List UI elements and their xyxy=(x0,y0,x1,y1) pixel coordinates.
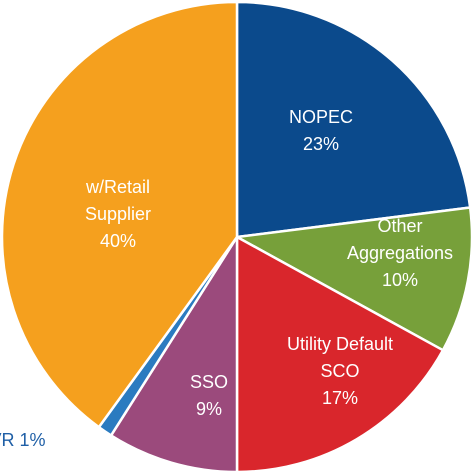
slice-value-label: 1% xyxy=(19,430,45,450)
pie-slice xyxy=(235,234,445,474)
pie-slice xyxy=(0,0,239,429)
slice-value-label: 23% xyxy=(303,134,339,154)
slice-category: SSO xyxy=(190,372,228,392)
slice-category: NOPEC xyxy=(289,107,353,127)
slice-category: Utility Default SCO xyxy=(287,334,393,381)
slice-value-label: 9% xyxy=(196,399,222,419)
slice-category: w/Retail Supplier xyxy=(85,177,151,224)
slice-category: MVR xyxy=(0,430,14,450)
slice-value-label: 40% xyxy=(100,231,136,251)
pie-slice xyxy=(109,232,239,474)
slice-value-label: 17% xyxy=(322,388,358,408)
pie-slice xyxy=(235,0,471,239)
slice-value-label: 10% xyxy=(382,270,418,290)
slice-category: Other Aggregations xyxy=(347,216,453,263)
slice-label: MVR 1% xyxy=(0,430,46,450)
